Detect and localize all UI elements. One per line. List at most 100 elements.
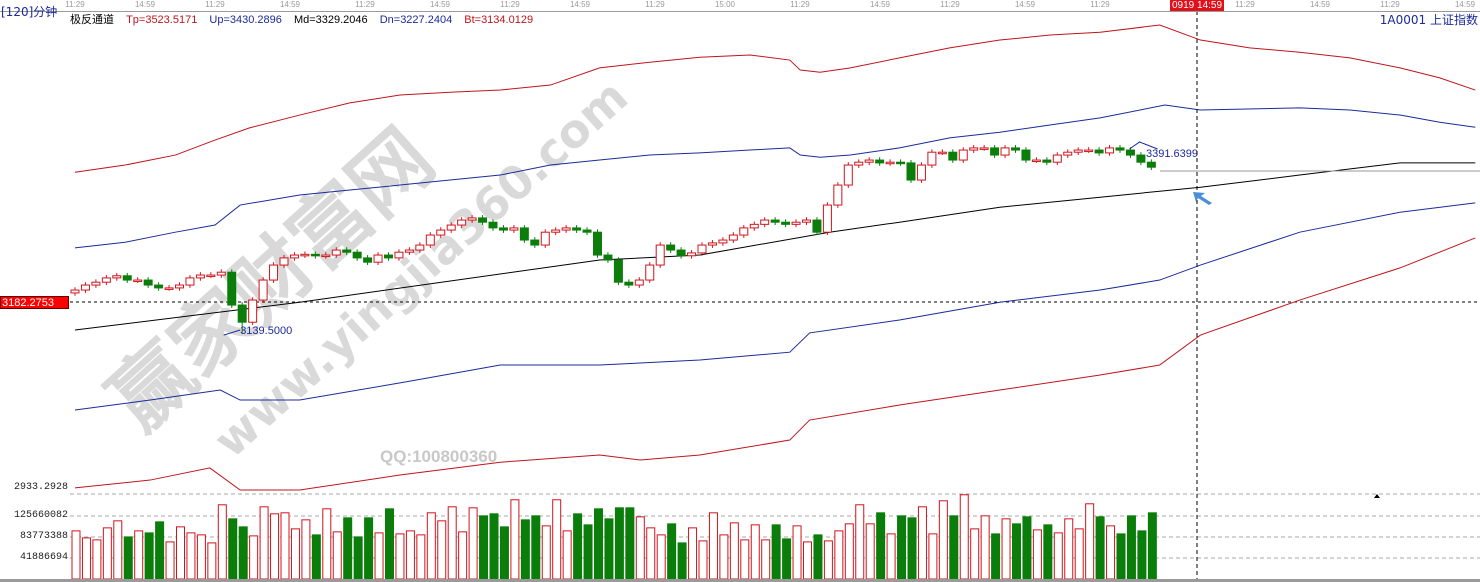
candle-body — [185, 277, 195, 286]
volume-bar — [123, 536, 133, 580]
candle-body — [70, 289, 80, 294]
candle-body — [122, 275, 132, 281]
band-tp — [74, 24, 1476, 173]
dn-value: Dn=3227.2404 — [379, 14, 453, 26]
candle-body — [488, 221, 498, 229]
candle-body — [969, 147, 979, 151]
candle-body — [457, 219, 467, 226]
volume-bar — [792, 525, 802, 580]
volume-bar — [364, 517, 374, 580]
time-tick-label: 11:29 — [940, 0, 960, 9]
indicator-legend: 极反通道 Tp=3523.5171 Up=3430.2896 Md=3329.2… — [70, 11, 542, 27]
time-tick-label: 11:29 — [1090, 0, 1110, 9]
marker-triangle-icon — [1374, 494, 1380, 498]
volume-bar — [1043, 524, 1053, 580]
candle-body — [687, 252, 697, 257]
time-tick-label: 14:59 — [429, 0, 451, 9]
indicator-name[interactable]: 极反通道 — [70, 14, 114, 26]
candle-body — [833, 184, 843, 206]
volume-bar — [165, 541, 175, 580]
candle-body — [582, 229, 592, 233]
candle-body — [561, 227, 571, 231]
candle-body — [331, 249, 341, 256]
candle-body — [1125, 149, 1135, 156]
candle-body — [613, 259, 623, 283]
volume-bar — [134, 530, 144, 580]
band-dn — [74, 202, 1476, 411]
time-tick-label: 15:00 — [714, 0, 736, 9]
volume-bar — [416, 534, 426, 580]
band-md — [74, 162, 1476, 331]
candle-body — [436, 229, 446, 236]
candle-body — [749, 223, 759, 229]
mouse-cursor-icon — [1193, 192, 1212, 205]
candle-body — [415, 244, 425, 251]
candle-body — [509, 227, 519, 231]
horizontal-scrollbar[interactable] — [0, 579, 1480, 582]
volume-bar — [447, 506, 457, 580]
volume-bar — [928, 533, 938, 580]
candle-body — [300, 253, 310, 257]
candle-body — [822, 204, 832, 233]
candle-body — [802, 219, 811, 223]
volume-bar — [176, 526, 185, 580]
volume-bar — [1053, 532, 1063, 580]
volume-bar — [1064, 518, 1074, 580]
volume-bar — [1137, 530, 1147, 580]
candle-body — [1011, 147, 1020, 151]
candle-body — [1084, 149, 1094, 153]
candle-body — [781, 221, 791, 225]
time-tick-label: 14:59 — [279, 0, 301, 9]
candle-body — [321, 254, 331, 258]
candle-body — [310, 253, 320, 257]
volume-bar — [750, 524, 760, 580]
candle-body — [1094, 149, 1104, 154]
volume-bar — [1085, 503, 1095, 580]
volume-bar — [562, 530, 572, 580]
volume-tick-3: 41886694 — [19, 552, 68, 563]
volume-bar — [698, 540, 708, 580]
candle-body — [498, 227, 508, 231]
volume-bar — [458, 531, 468, 580]
volume-bar — [92, 539, 102, 580]
volume-bar — [594, 508, 603, 580]
volume-bar — [1126, 515, 1136, 580]
candle-body — [666, 244, 676, 251]
volume-bar — [1022, 516, 1032, 580]
candle-body — [195, 274, 205, 279]
volume-bar — [71, 530, 81, 580]
candle-body — [404, 249, 414, 253]
candle-body — [624, 281, 634, 286]
candle-body — [1136, 154, 1146, 163]
volume-bar — [573, 513, 583, 580]
time-tick-label: 14:59 — [869, 0, 891, 9]
volume-bar — [510, 499, 520, 580]
candle-body — [1031, 159, 1041, 163]
volume-bar — [855, 504, 865, 580]
candle-body — [843, 164, 853, 186]
candle-body — [154, 284, 164, 289]
period-selector[interactable]: [120]分钟 — [1, 5, 58, 19]
candle-body — [739, 227, 749, 236]
high-price-label: 3391.6399 — [1146, 148, 1198, 160]
candle-body — [645, 264, 655, 281]
volume-bar — [729, 522, 739, 580]
candle-body — [175, 284, 184, 289]
candle-body — [446, 224, 456, 231]
candle-body — [112, 275, 122, 279]
candle-body — [655, 244, 665, 266]
candle-body — [603, 254, 613, 261]
volume-bar — [876, 512, 886, 580]
candle-body — [979, 147, 989, 150]
volume-bar — [740, 539, 750, 580]
volume-bar — [332, 531, 342, 580]
candle-body — [551, 229, 561, 233]
time-tick-label: 14:59 — [1454, 0, 1476, 9]
candle-body — [248, 299, 258, 323]
volume-bar — [886, 533, 896, 580]
volume-bar — [1032, 529, 1042, 580]
time-tick-label: 11:29 — [65, 0, 85, 9]
volume-bar — [719, 534, 729, 580]
